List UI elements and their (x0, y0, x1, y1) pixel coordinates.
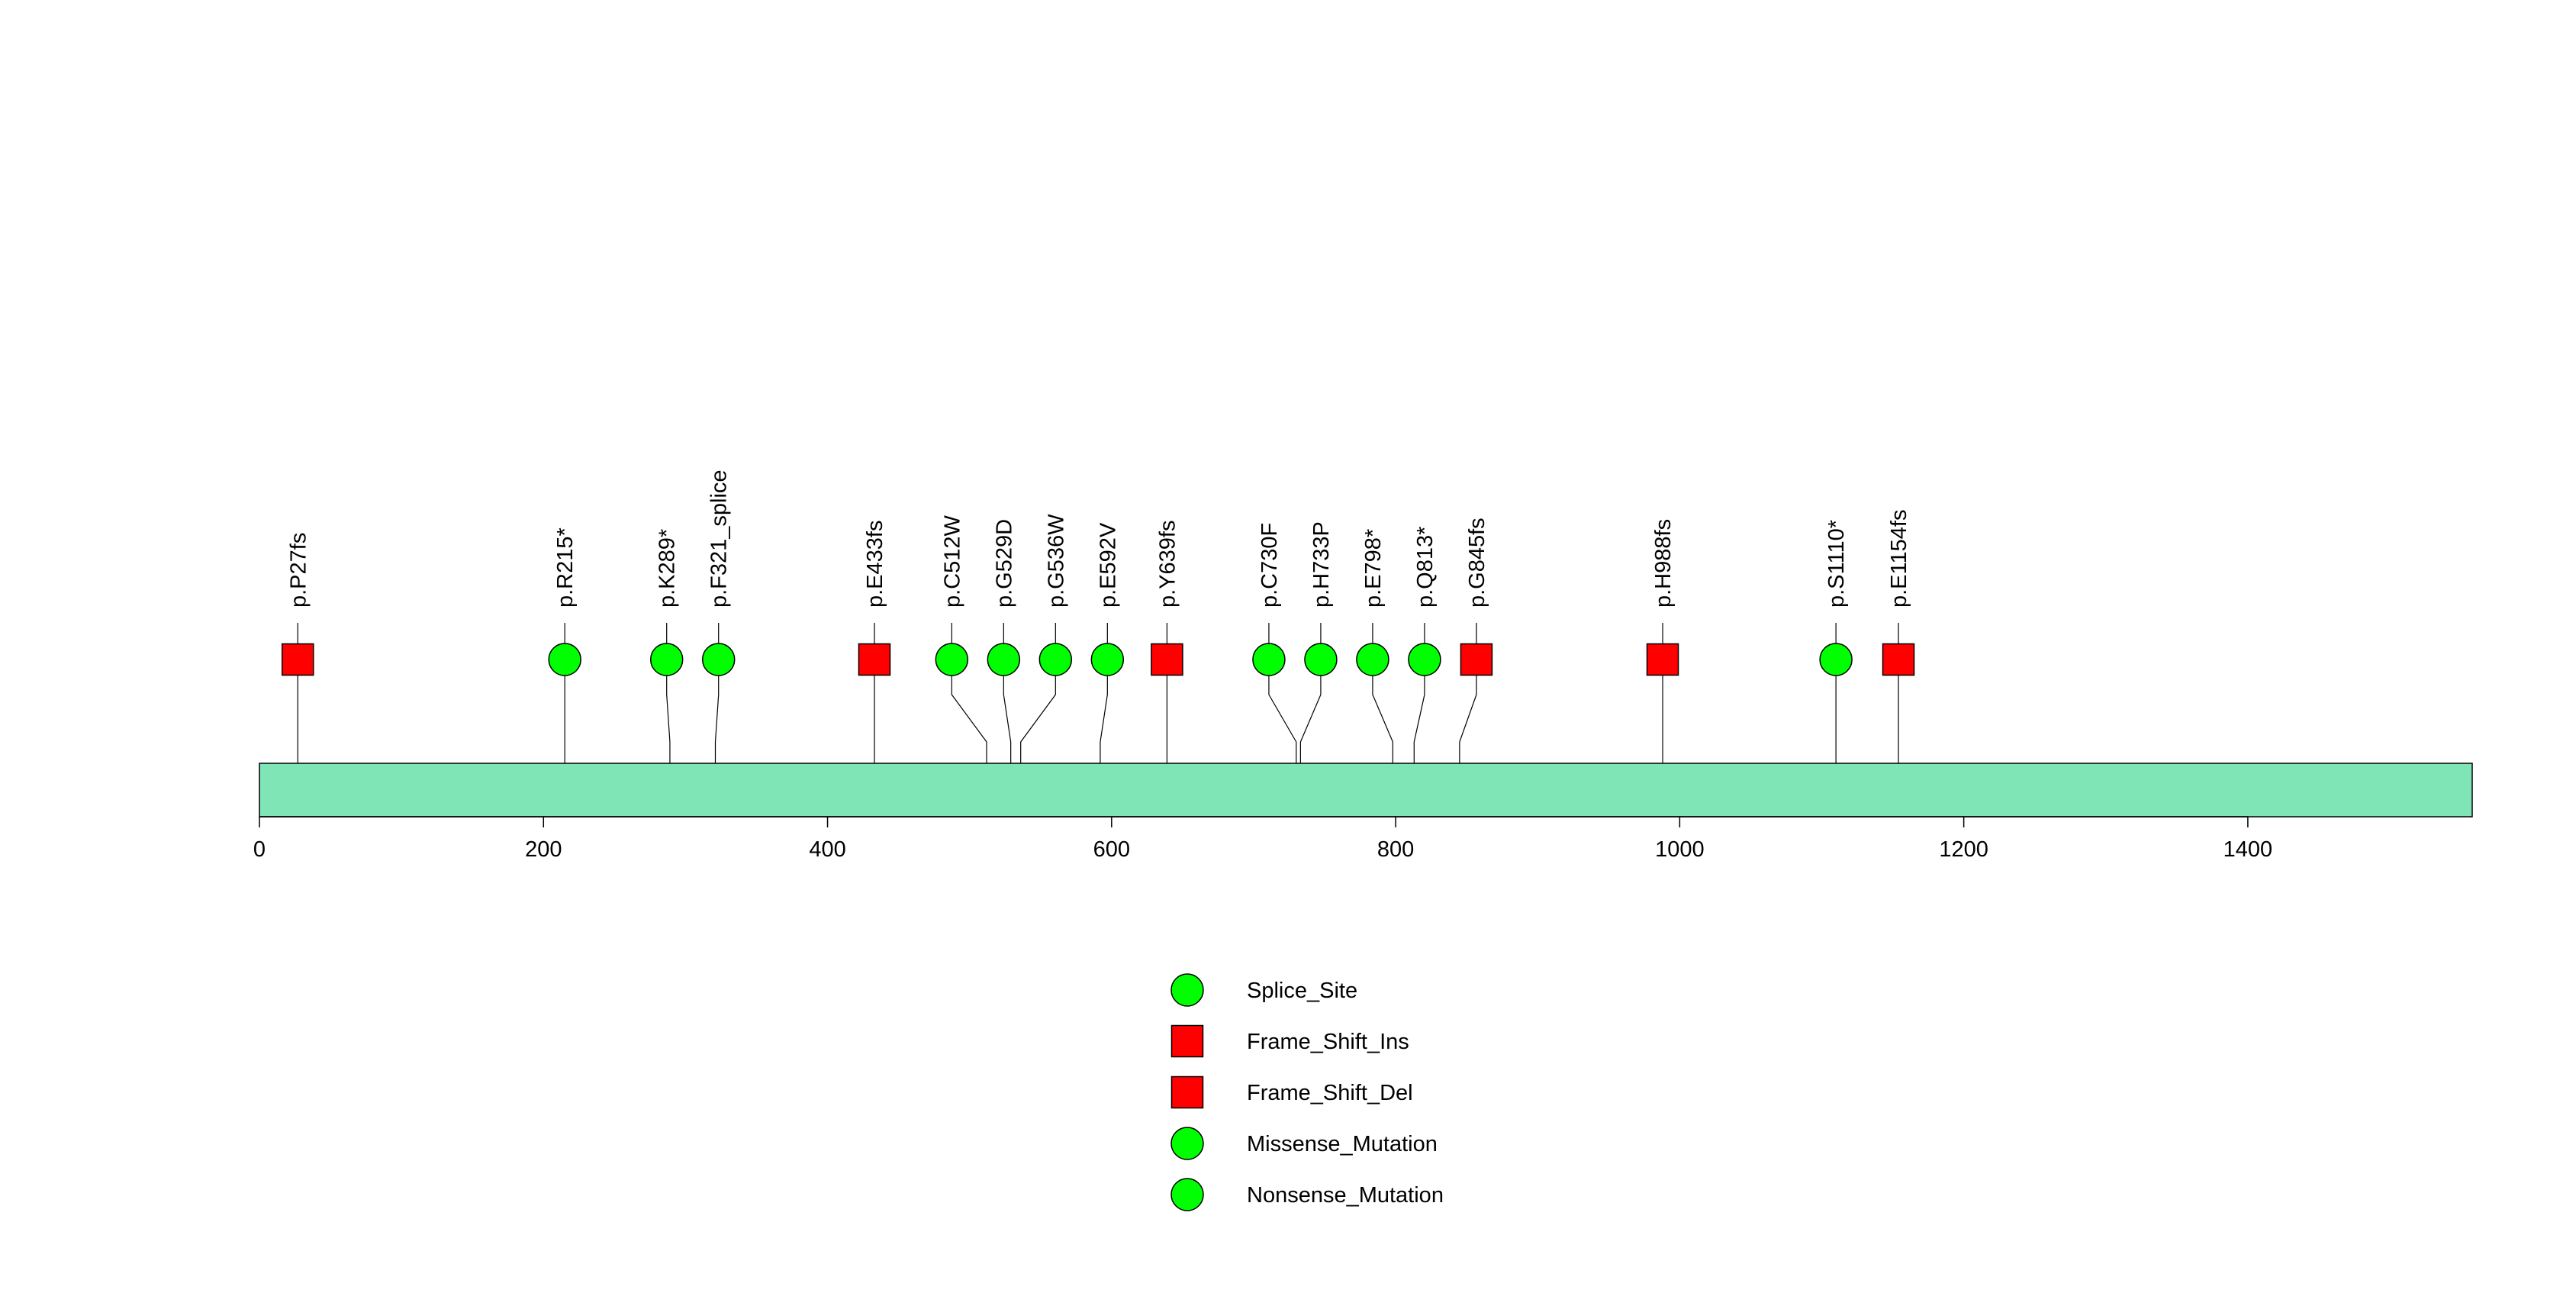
mutation-marker-circle (1038, 643, 1073, 676)
x-tick-label: 600 (1093, 837, 1130, 862)
mutation-label: p.G845fs (1465, 518, 1489, 608)
mutation-marker-circle (649, 643, 684, 676)
mutation-marker-square (1151, 643, 1183, 676)
mutation-label: p.P27fs (286, 533, 311, 608)
mutation-marker-square (1646, 643, 1679, 676)
mutation-label: p.H988fs (1651, 519, 1676, 608)
mutation-label: p.S1110* (1824, 520, 1849, 608)
x-axis: 0 200 400 600 800 1000 1200 1400 (253, 816, 2273, 862)
x-tick-label: 1200 (1939, 837, 1988, 862)
legend-label: Nonsense_Mutation (1247, 1183, 1444, 1208)
mutation-marker-circle (1304, 643, 1338, 676)
mutation-label: p.F321_splice (707, 469, 732, 608)
legend-symbol-circle (1170, 1178, 1204, 1211)
mutation-marker-circle (987, 643, 1021, 676)
mutation-label: p.C730F (1257, 523, 1282, 608)
mutation-label: p.E798* (1361, 529, 1386, 608)
mutation-label: p.G536W (1044, 514, 1068, 608)
mutation-marker-square (282, 643, 314, 676)
legend-label: Missense_Mutation (1247, 1132, 1438, 1156)
protein-bar (259, 763, 2473, 818)
x-tick-label: 400 (809, 837, 845, 862)
legend-label: Frame_Shift_Del (1247, 1081, 1413, 1105)
mutation-marker-square (1882, 643, 1915, 676)
mutation-marker-circle (1819, 643, 1853, 676)
legend-symbol-circle (1170, 973, 1204, 1007)
legend-label: Frame_Shift_Ins (1247, 1030, 1409, 1054)
legend-symbol-circle (1170, 1127, 1204, 1160)
mutation-label: p.G529D (992, 519, 1016, 608)
mutation-label: p.E592V (1096, 522, 1120, 608)
mutation-label: p.K289* (655, 529, 680, 608)
legend-symbol-square (1170, 1076, 1204, 1109)
mutation-marker-circle (935, 643, 969, 676)
mutation-labels: p.P27fs p.R215* p.K289* p.F321_splice p.E433… (286, 469, 1911, 608)
mutation-label: p.Q813* (1413, 527, 1438, 608)
mutation-label: p.H733P (1309, 521, 1334, 608)
mutation-label: p.Y639fs (1155, 521, 1180, 608)
legend: Splice_Site Frame_Shift_Ins Frame_Shift_De… (1170, 973, 1444, 1211)
x-tick-label: 0 (253, 837, 266, 862)
mutation-label: p.E433fs (863, 521, 887, 608)
markers-layer (282, 643, 1915, 676)
mutation-marker-square (858, 643, 891, 676)
mutation-marker-circle (1408, 643, 1441, 676)
legend-label: Splice_Site (1247, 979, 1357, 1003)
x-tick-label: 800 (1377, 837, 1414, 862)
mutation-marker-circle (1252, 643, 1286, 676)
mutation-label: p.R215* (553, 527, 578, 608)
mutation-marker-circle (701, 643, 736, 676)
mutation-marker-circle (548, 643, 581, 676)
x-tick-label: 1000 (1655, 837, 1705, 862)
mutation-label: p.E1154fs (1887, 510, 1911, 608)
mutation-marker-square (1460, 643, 1493, 676)
mutation-marker-circle (1090, 643, 1125, 676)
legend-symbol-square (1170, 1024, 1204, 1058)
x-tick-label: 1400 (2223, 837, 2273, 862)
mutation-label: p.C512W (940, 514, 964, 608)
x-tick-label: 200 (525, 837, 562, 862)
mutation-marker-circle (1356, 643, 1389, 676)
